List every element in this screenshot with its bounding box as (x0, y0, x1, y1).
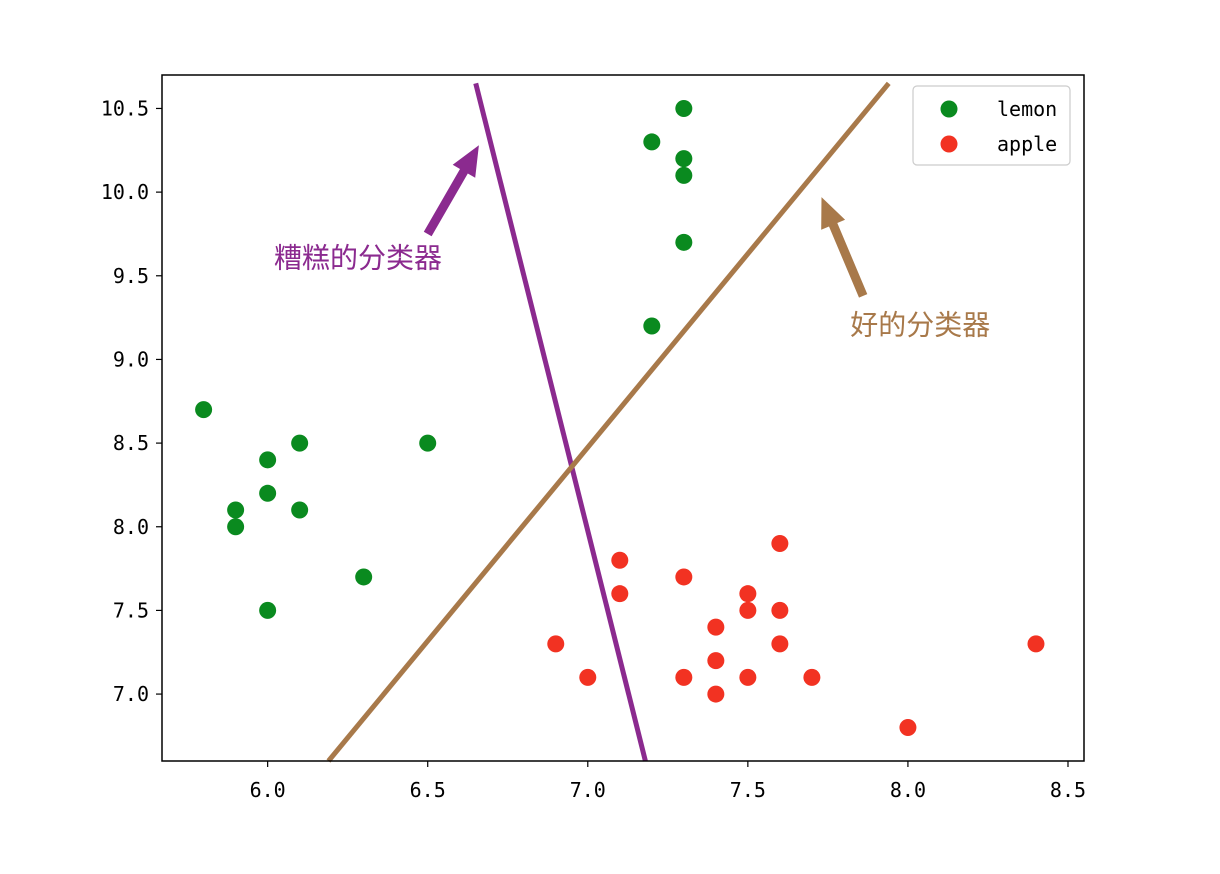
apple-point (899, 719, 917, 737)
apple-point (707, 652, 725, 670)
lemon-point (259, 484, 277, 502)
apple-point (1027, 635, 1045, 653)
apple-point (675, 668, 693, 686)
lemon-point (675, 150, 693, 168)
lemon-point (355, 568, 373, 586)
apple-point (707, 685, 725, 703)
x-tick-label: 6.5 (410, 778, 446, 802)
lemon-point (419, 434, 437, 452)
lemon-point (675, 166, 693, 184)
lemon-point (291, 434, 309, 452)
y-axis-ticks: 7.0 7.5 8.0 8.5 9.0 9.5 10.0 10.5 (101, 96, 162, 706)
apple-point (611, 585, 629, 603)
y-tick-label: 9.0 (113, 347, 149, 371)
legend-marker-lemon (940, 100, 958, 118)
y-tick-label: 8.5 (113, 431, 149, 455)
legend: lemon apple (912, 85, 1071, 166)
lemon-point (643, 133, 661, 151)
apple-point (771, 534, 789, 552)
y-tick-label: 7.0 (113, 682, 149, 706)
lemon-point (227, 501, 245, 519)
annotation-label: 好的分类器 (850, 308, 990, 341)
apple-point (547, 635, 565, 653)
legend-marker-apple (940, 135, 958, 153)
plot-frame (161, 74, 1085, 762)
lemon-point (259, 601, 277, 619)
apple-point (739, 668, 757, 686)
lemon-point (675, 99, 693, 117)
bad-classifier-line (473, 82, 648, 762)
y-tick-label: 9.5 (113, 264, 149, 288)
annotation-label: 糟糕的分类器 (274, 241, 442, 274)
x-tick-label: 8.5 (1050, 778, 1086, 802)
y-tick-label: 10.5 (101, 96, 149, 120)
apple-point (675, 568, 693, 586)
apple-point (611, 551, 629, 569)
y-tick-label: 7.5 (113, 598, 149, 622)
x-tick-label: 7.5 (730, 778, 766, 802)
x-tick-label: 8.0 (890, 778, 926, 802)
apple-point (803, 668, 821, 686)
plot-area (162, 75, 1084, 761)
apple-point (739, 601, 757, 619)
apple-point (771, 635, 789, 653)
lemon-point (227, 518, 245, 536)
lemon-point (195, 401, 213, 419)
good-classifier-line (326, 81, 891, 763)
data-points (195, 99, 1045, 737)
annotation-arrow (821, 197, 868, 298)
annotation-arrow (423, 145, 479, 237)
apple-point (707, 618, 725, 636)
y-tick-label: 8.0 (113, 515, 149, 539)
lemon-point (675, 233, 693, 251)
lemon-point (291, 501, 309, 519)
lemon-point (259, 451, 277, 469)
legend-label-lemon: lemon (997, 97, 1057, 121)
lemon-point (643, 317, 661, 335)
x-tick-label: 6.0 (250, 778, 286, 802)
y-tick-label: 10.0 (101, 180, 149, 204)
apple-point (739, 585, 757, 603)
legend-label-apple: apple (997, 132, 1057, 156)
apple-point (579, 668, 597, 686)
apple-point (771, 601, 789, 619)
x-axis-ticks: 6.0 6.5 7.0 7.5 8.0 8.5 (250, 761, 1086, 802)
x-tick-label: 7.0 (570, 778, 606, 802)
classifier-lines (326, 81, 891, 763)
